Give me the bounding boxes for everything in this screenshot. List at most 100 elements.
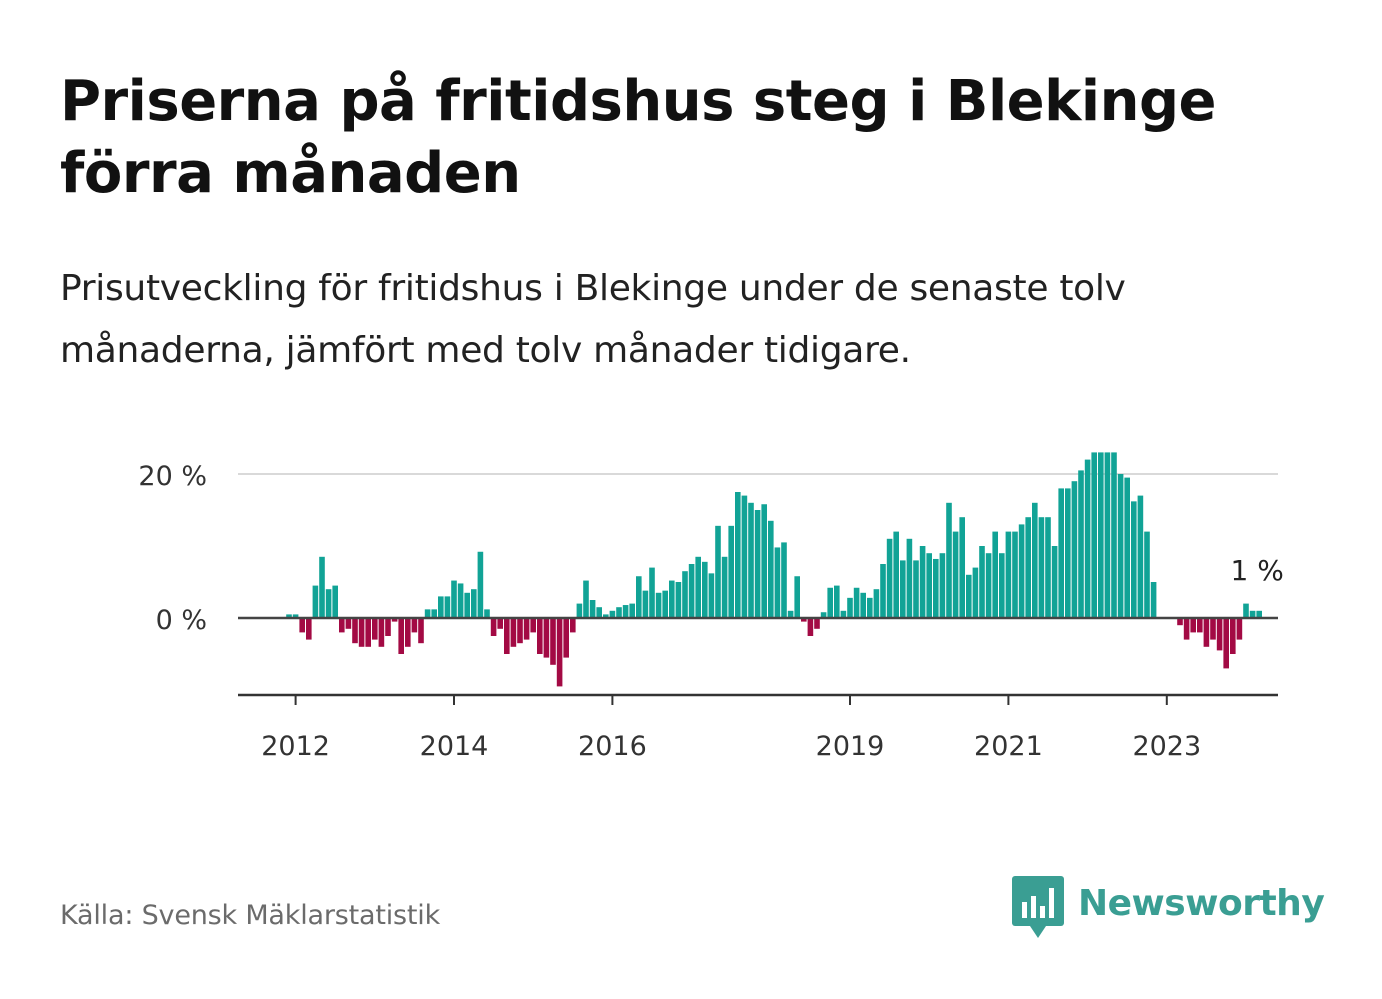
bar (477, 551, 484, 618)
bar (299, 618, 305, 633)
bar (906, 538, 913, 618)
bar (913, 560, 919, 618)
bar (807, 618, 814, 636)
bar (609, 610, 616, 618)
bar (319, 556, 325, 618)
bar (345, 618, 352, 629)
bar (1150, 582, 1157, 618)
bar (820, 612, 827, 618)
bar (1190, 618, 1196, 633)
last-value-label: 1 % (1231, 554, 1284, 587)
bar (550, 618, 556, 665)
bar (325, 589, 332, 618)
labels: 0 % 20 % 2012 2014 2016 2019 2021 2023 1 % (138, 461, 1283, 762)
bar (464, 592, 470, 618)
bar (405, 618, 411, 647)
bar (457, 583, 464, 618)
bar (900, 560, 906, 618)
bar (939, 553, 946, 618)
bar (715, 525, 721, 618)
bar (853, 587, 860, 618)
bar (398, 618, 404, 654)
bar (669, 580, 675, 618)
bar (1223, 618, 1229, 669)
bar (312, 585, 319, 618)
bar (451, 580, 457, 618)
bar (589, 600, 596, 618)
y-tick-label: 0 % (156, 605, 207, 636)
bar (424, 609, 431, 618)
bar (1084, 459, 1091, 618)
bar (682, 571, 688, 618)
bar (1256, 610, 1262, 618)
bar (847, 597, 853, 618)
bar (622, 605, 629, 618)
bar (418, 618, 424, 644)
bar (1203, 618, 1210, 647)
bar (966, 574, 972, 618)
chart-subtitle: Prisutveckling för fritidshus i Blekinge… (60, 268, 1126, 371)
bar (1098, 452, 1104, 618)
bar (768, 520, 774, 618)
bar (695, 556, 701, 618)
bar (985, 553, 992, 618)
bar (675, 582, 682, 618)
bar (1236, 618, 1243, 640)
bar (543, 618, 550, 658)
bar (504, 618, 510, 654)
bar (840, 610, 847, 618)
x-tick-label: 2019 (816, 731, 885, 762)
bar (702, 561, 708, 618)
bar (286, 614, 292, 618)
bar (1078, 470, 1084, 618)
bar (616, 607, 622, 618)
bar (867, 597, 873, 618)
bar (1111, 452, 1117, 618)
bar (431, 609, 437, 618)
bar (1012, 531, 1018, 618)
bar (556, 618, 563, 687)
bar (1051, 546, 1058, 618)
bar (801, 618, 807, 622)
source-note: Källa: Svensk Mäklarstatistik (60, 900, 441, 931)
bar (438, 596, 444, 618)
bar (365, 618, 371, 647)
bar (873, 589, 880, 618)
bar (1091, 452, 1097, 618)
bar (411, 618, 418, 633)
bar (444, 596, 451, 618)
bar (517, 618, 523, 644)
bar (728, 525, 734, 618)
bar (339, 618, 345, 633)
bar (992, 531, 998, 618)
bar (1038, 517, 1045, 618)
x-tick-label: 2012 (261, 731, 330, 762)
bar (570, 618, 576, 633)
bar (471, 589, 477, 618)
bar (761, 504, 767, 618)
bar (721, 556, 728, 618)
bar (787, 610, 794, 618)
bar (794, 576, 800, 618)
bar (583, 580, 589, 618)
bar (642, 590, 649, 618)
bar (886, 538, 893, 618)
bar (781, 542, 787, 618)
bar (1243, 603, 1249, 618)
x-tick-label: 2021 (974, 731, 1043, 762)
bar (1230, 618, 1236, 654)
newsworthy-logo[interactable]: Newsworthy (1012, 876, 1325, 942)
bar (332, 585, 338, 618)
bar (814, 618, 820, 629)
x-tick-label: 2016 (578, 731, 647, 762)
bar (378, 618, 385, 647)
bar (834, 585, 840, 618)
x-tick-label: 2014 (420, 731, 489, 762)
bar (774, 547, 781, 618)
bar (754, 510, 761, 618)
bar (880, 564, 886, 618)
bar (563, 618, 569, 658)
bar (979, 546, 985, 618)
bar (1249, 610, 1256, 618)
bar (708, 573, 715, 618)
